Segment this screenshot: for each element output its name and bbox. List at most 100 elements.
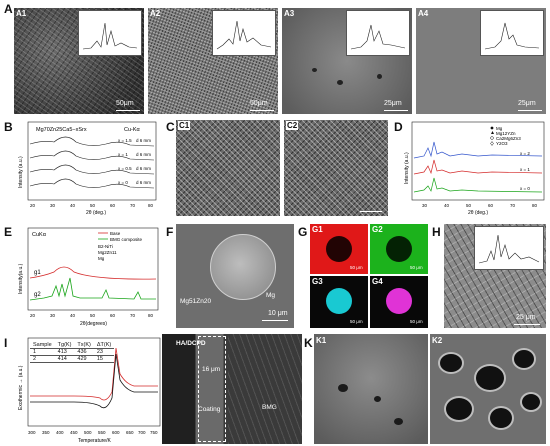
scalebar-G1-label: 50 μm — [350, 265, 363, 270]
scalebar-G4-label: 50 μm — [410, 319, 423, 324]
dsc-I-th-tg: Tg(K) — [54, 342, 75, 349]
pit-A3-2 — [337, 80, 343, 85]
label-J-thickness: 16 μm — [202, 366, 221, 373]
xrd-B-radiation: Cu-Kα — [124, 127, 141, 133]
dsc-I-table: Sample Tg(K) Tx(K) ΔT(K) 1 413 436 23 2 … — [30, 342, 115, 363]
label-J-bmg: BMG — [262, 404, 277, 411]
legend-D-ca2mg6zn3-marker — [490, 136, 494, 140]
xrd-E-xtick-1: 20 — [30, 313, 36, 318]
xrd-D-series-2: x = 1 — [520, 167, 530, 172]
xrd-inset-A3-plot — [350, 24, 406, 50]
dsc-I-th-dt: ΔT(K) — [93, 342, 115, 349]
legend-D-mg: Mg — [496, 126, 503, 131]
panel-A-letter: A — [4, 2, 13, 16]
pore-K2-4 — [444, 396, 474, 422]
xrd-D-xtick-1: 30 — [422, 203, 428, 208]
micrograph-F — [176, 224, 294, 328]
legend-D-mg12yzn-marker — [491, 131, 494, 134]
xrd-B-xtick-4: 50 — [90, 203, 96, 208]
scalebar-C2 — [360, 211, 382, 212]
xrd-E-xtick-5: 60 — [110, 313, 116, 318]
coating-J-outline — [198, 336, 226, 442]
marker-E-mg: Mg — [98, 256, 105, 261]
scalebar-A2 — [250, 110, 274, 111]
xrd-B-curve-2-x: x = 1 — [118, 152, 128, 157]
micrograph-J — [162, 334, 302, 444]
dsc-I-r1c1: 1 — [30, 348, 55, 356]
scalebar-F-label: 10 μm — [268, 310, 288, 317]
xrd-E-xtick-3: 40 — [70, 313, 76, 318]
eds-map-G4 — [370, 276, 428, 328]
scalebar-G3-label: 50 μm — [350, 319, 363, 324]
xrd-D-xtick-4: 60 — [488, 203, 494, 208]
xrd-E-radiation: CuKα — [32, 232, 47, 238]
xrd-inset-A4 — [480, 10, 544, 56]
panel-K-letter: K — [304, 336, 313, 350]
pit-A3-1 — [312, 68, 317, 72]
dsc-I-xlabel: Temperature/K — [78, 438, 111, 444]
pore-K2-6 — [520, 392, 542, 412]
xrd-E-xlabel: 2θ(degrees) — [80, 321, 107, 327]
subpanel-G4-label: G4 — [372, 277, 383, 286]
subpanel-G3-label: G3 — [312, 277, 323, 286]
xrd-D-xtick-5: 70 — [510, 203, 516, 208]
scalebar-A4 — [518, 110, 542, 111]
curve-E-g2: g2 — [34, 292, 41, 298]
xrd-chart-D: Mg Mg12YZn Ca2Mg6Zn3 Y2O3 x = 2 x = 1 x … — [404, 121, 545, 216]
panel-I-letter: I — [4, 336, 8, 350]
eds-map-G1 — [310, 224, 368, 274]
subpanel-K2-label: K2 — [432, 336, 443, 345]
dsc-I-r2c2: 414 — [54, 355, 75, 363]
dsc-I-ylabel: Exothermic → (a.u.) — [18, 365, 24, 410]
micrograph-C1 — [176, 120, 280, 216]
xrd-inset-A3 — [346, 10, 410, 56]
xrd-B-xtick-1: 20 — [30, 203, 36, 208]
micrograph-K1 — [314, 334, 428, 444]
dsc-I-xtick-6: 550 — [98, 430, 106, 435]
dsc-I-xtick-1: 300 — [28, 430, 36, 435]
dsc-I-th-tx: Tx(K) — [74, 342, 94, 349]
dsc-I-xtick-4: 450 — [70, 430, 78, 435]
xrd-B-ylabel: Intensity (a.u.) — [18, 156, 24, 188]
dsc-I-xtick-5: 500 — [84, 430, 92, 435]
scalebar-H-label: 25 μm — [516, 314, 536, 321]
scalebar-A1-label: 50μm — [116, 100, 134, 107]
dsc-I-r1c2: 413 — [54, 348, 75, 356]
pore-K1-1 — [338, 384, 348, 392]
xrd-B-xlabel: 2θ (deg.) — [86, 210, 106, 216]
eds-G4-particle — [386, 288, 412, 314]
scalebar-A4-label: 25μm — [518, 100, 536, 107]
xrd-B-curve-1-x: x = 1.5 — [118, 138, 132, 143]
subpanel-G2-label: G2 — [372, 225, 383, 234]
marker-E-mg2zn11: Mg2Zn11 — [98, 250, 117, 255]
eds-G1-particle — [326, 236, 352, 262]
dsc-I-xtick-8: 650 — [126, 430, 134, 435]
xrd-D-ylabel: Intensity (a.u.) — [404, 152, 410, 184]
xrd-inset-A1 — [78, 10, 142, 56]
subpanel-C1-label: C1 — [178, 121, 191, 130]
label-J-coating: Coating — [198, 406, 221, 413]
pore-K2-5 — [488, 406, 514, 430]
micrograph-A4 — [416, 8, 546, 114]
scalebar-H — [514, 324, 540, 325]
xrd-D-series-1: x = 2 — [520, 151, 530, 156]
substrate-J-texture — [228, 334, 302, 444]
dsc-I-r2c4: 15 — [93, 355, 115, 363]
xrd-B-curve-3-d: d 6 mm — [136, 166, 151, 171]
xrd-B-xtick-3: 40 — [70, 203, 76, 208]
panel-C-letter: C — [166, 120, 175, 134]
xrd-B-composition: Mg70Zn25Ca5−xSrx — [36, 127, 87, 133]
dsc-I-th-sample: Sample — [30, 342, 55, 349]
subpanel-C2-label: C2 — [286, 121, 299, 130]
scalebar-A3-label: 25μm — [384, 100, 402, 107]
eds-G2-particle — [386, 236, 412, 262]
panel-E-letter: E — [4, 225, 13, 239]
label-J-ha-dcpd: HA/DCPD — [176, 340, 206, 347]
pore-K2-3 — [512, 348, 536, 370]
xrd-B-xtick-7: 80 — [148, 203, 154, 208]
micrograph-A3 — [282, 8, 412, 114]
xrd-inset-H — [474, 226, 544, 270]
dsc-I-r2c3: 429 — [74, 355, 94, 363]
xrd-B-xtick-6: 70 — [130, 203, 136, 208]
eds-map-G2 — [370, 224, 428, 274]
